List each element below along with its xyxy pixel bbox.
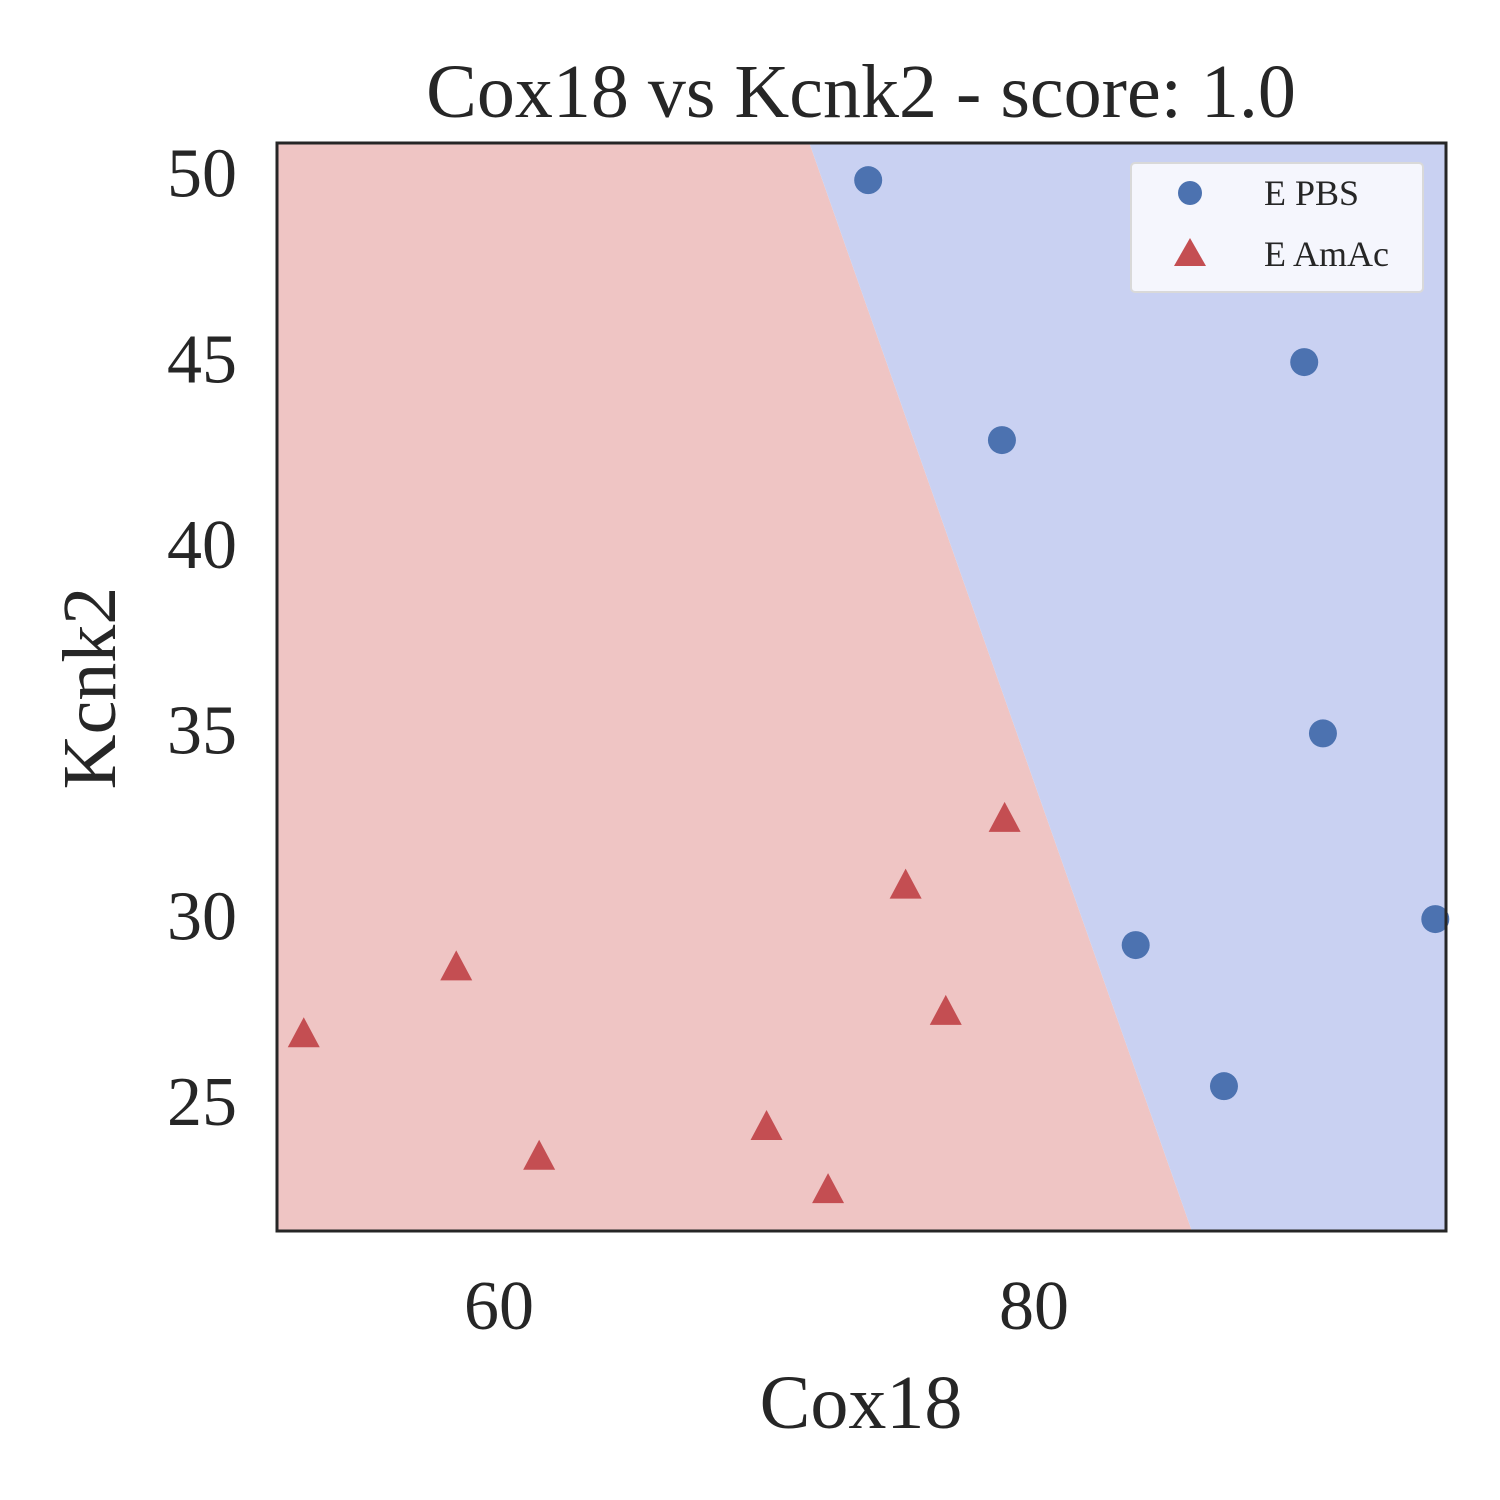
point-e-amac (287, 1017, 320, 1048)
legend-box (1130, 162, 1424, 293)
y-tick-label: 25 (167, 1064, 237, 1141)
legend: E PBS E AmAc (1130, 162, 1424, 293)
chart-title: Cox18 vs Kcnk2 - score: 1.0 (426, 50, 1296, 134)
legend-label-e-amac: E AmAc (1264, 234, 1389, 274)
x-axis-ticks: 60 80 (464, 1268, 1069, 1345)
y-tick-label: 40 (167, 507, 237, 584)
legend-marker-e-pbs (1178, 181, 1202, 205)
y-axis-ticks: 25 30 35 40 45 50 (167, 136, 237, 1141)
decision-region-e-pbs (809, 143, 1446, 1231)
point-e-amac (812, 1173, 845, 1204)
point-e-amac (523, 1139, 556, 1170)
decision-region-e-amac (277, 143, 1192, 1231)
plot-area (275, 141, 1450, 1233)
point-e-pbs (1290, 348, 1319, 377)
y-tick-label: 45 (167, 321, 237, 398)
legend-label-e-pbs: E PBS (1264, 173, 1359, 213)
x-tick-label: 60 (464, 1268, 534, 1345)
point-e-amac (440, 950, 473, 981)
point-e-pbs (854, 166, 883, 195)
y-tick-label: 35 (167, 693, 237, 770)
plot-frame (275, 141, 1448, 1233)
point-e-pbs (1209, 1072, 1238, 1101)
y-tick-label: 30 (167, 878, 237, 955)
y-tick-label: 50 (167, 136, 237, 213)
point-e-amac (988, 801, 1021, 832)
point-e-pbs (1121, 931, 1150, 960)
data-points (287, 166, 1450, 1204)
point-e-amac (929, 994, 962, 1025)
point-e-pbs (987, 426, 1016, 455)
point-e-amac (889, 868, 922, 899)
x-tick-label: 80 (999, 1268, 1069, 1345)
point-e-pbs (1421, 905, 1450, 934)
x-axis-label: Cox18 (760, 1361, 963, 1445)
legend-marker-e-amac (1174, 238, 1206, 266)
y-axis-label: Kcnk2 (48, 587, 132, 790)
point-e-amac (750, 1110, 783, 1141)
point-e-pbs (1308, 719, 1337, 748)
